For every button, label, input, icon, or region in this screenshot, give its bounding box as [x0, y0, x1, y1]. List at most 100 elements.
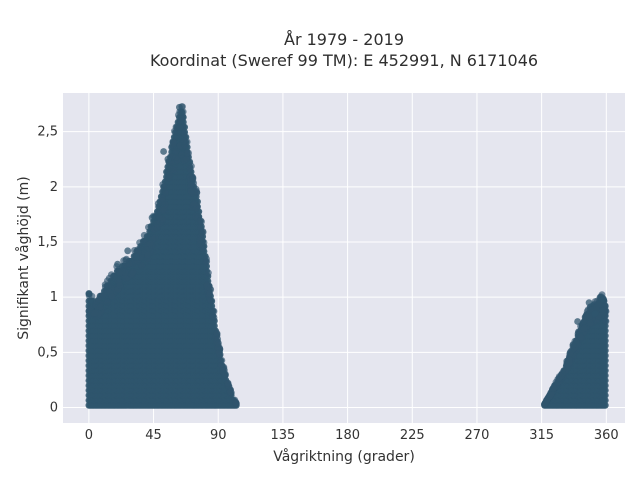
data-point [190, 200, 198, 208]
data-point [178, 151, 186, 159]
data-point [601, 357, 609, 364]
data-point [160, 148, 168, 155]
data-point [189, 174, 197, 182]
y-tick-label: 1,5 [37, 235, 58, 250]
x-tick-label: 315 [529, 428, 554, 443]
data-point [154, 200, 162, 207]
data-point [108, 293, 116, 300]
data-point [227, 388, 234, 396]
data-point [116, 282, 124, 289]
data-point [210, 307, 218, 315]
data-point [601, 352, 609, 360]
data-point [196, 236, 204, 244]
x-tick-labels: 0 45 90 135 180 225 270 315 360 [85, 428, 619, 443]
data-point [601, 337, 609, 345]
data-point [199, 228, 207, 235]
data-point [199, 245, 207, 252]
x-tick-label: 45 [145, 428, 162, 443]
data-point [173, 156, 181, 164]
data-point [122, 275, 130, 282]
data-point [566, 349, 574, 357]
data-point [601, 362, 609, 369]
data-point [210, 314, 218, 321]
data-point [156, 214, 163, 221]
data-point [601, 372, 609, 379]
data-point [585, 299, 593, 307]
data-point [206, 290, 214, 297]
data-point [91, 309, 99, 317]
data-point [198, 218, 205, 226]
data-point [153, 220, 161, 228]
x-axis-label: Vågriktning (grader) [273, 448, 415, 465]
gridlines [63, 93, 625, 423]
data-point [145, 223, 152, 231]
data-point [172, 148, 180, 155]
y-tick-label: 0,5 [37, 345, 58, 360]
data-point [580, 318, 588, 325]
data-point [166, 171, 173, 179]
x-tick-label: 180 [335, 428, 360, 443]
data-point [207, 297, 215, 305]
data-point [601, 347, 609, 355]
data-point [123, 255, 130, 263]
data-point [188, 162, 195, 170]
data-point [599, 307, 607, 315]
data-point [104, 298, 111, 306]
data-point [177, 108, 185, 116]
data-point [144, 251, 152, 259]
data-point [221, 371, 229, 378]
data-point [215, 340, 222, 347]
data-point [180, 130, 188, 138]
data-point [601, 377, 609, 384]
data-point [140, 231, 148, 239]
data-point [565, 359, 573, 367]
data-point [187, 181, 195, 189]
chart-title: År 1979 - 2019 [284, 30, 404, 49]
data-point [601, 367, 609, 374]
data-point [601, 332, 609, 340]
x-tick-label: 270 [465, 428, 490, 443]
x-tick-label: 360 [594, 428, 619, 443]
data-point [582, 312, 590, 320]
data-points [85, 103, 610, 409]
data-point [95, 296, 102, 303]
y-tick-labels: 00,511,522,5 [37, 125, 58, 416]
data-point [104, 277, 111, 285]
data-point [129, 268, 137, 276]
x-tick-label: 135 [270, 428, 295, 443]
data-point [205, 269, 212, 277]
data-point [108, 271, 115, 279]
data-point [148, 214, 156, 222]
data-point [137, 254, 145, 261]
data-point [555, 374, 563, 382]
data-point [96, 303, 104, 311]
data-point [543, 397, 551, 405]
data-point [183, 149, 191, 157]
data-point [146, 240, 154, 248]
data-point [601, 401, 609, 409]
data-point [586, 319, 594, 327]
data-point [549, 384, 557, 392]
data-point [138, 262, 146, 269]
data-point [580, 325, 588, 332]
data-point [224, 380, 232, 387]
x-tick-label: 0 [85, 428, 93, 443]
data-point [213, 329, 221, 337]
y-tick-label: 0 [50, 401, 58, 416]
data-point [192, 212, 199, 220]
y-tick-label: 2,5 [37, 125, 58, 140]
chart-subtitle: Koordinat (Sweref 99 TM): E 452991, N 61… [150, 51, 538, 70]
data-point [180, 137, 188, 145]
data-point [601, 397, 609, 404]
data-point [569, 341, 577, 349]
data-point [601, 327, 609, 335]
data-point [602, 317, 610, 325]
data-point [159, 206, 167, 214]
data-point [600, 296, 607, 303]
data-point [601, 342, 609, 350]
data-point [176, 124, 184, 131]
data-point [170, 139, 178, 147]
data-point [574, 318, 581, 325]
data-point [547, 391, 554, 399]
